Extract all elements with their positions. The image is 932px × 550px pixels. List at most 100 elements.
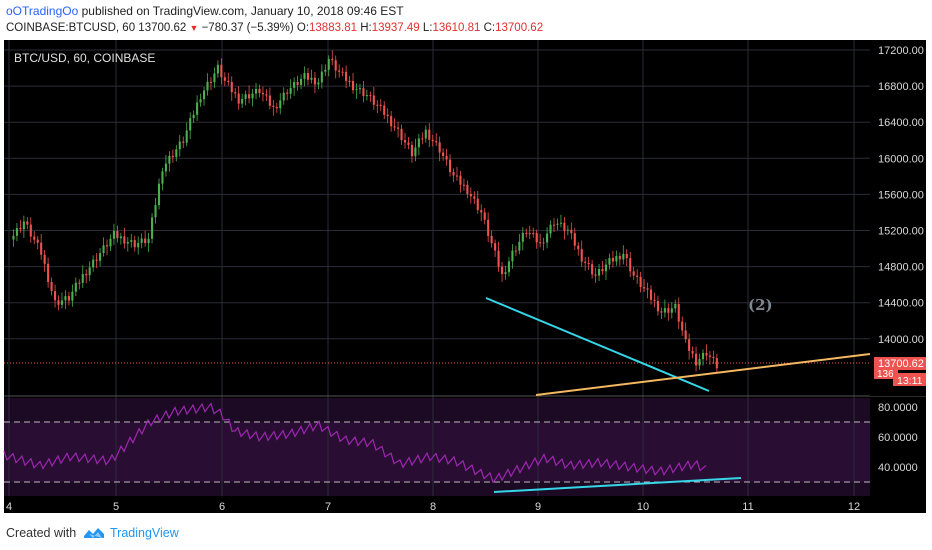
candle-body: [518, 241, 521, 251]
candle-body: [390, 116, 393, 127]
candle-body: [414, 147, 417, 157]
last-price: 13700.62: [138, 22, 187, 34]
candle-body: [698, 359, 701, 366]
time-tick-label: 12: [848, 501, 860, 513]
candle-body: [47, 263, 50, 282]
candle-body: [334, 60, 337, 71]
candle-body: [431, 139, 434, 142]
candle-body: [559, 222, 562, 224]
candle-body: [622, 253, 625, 260]
rsi-axis-labels: 80.0000 60.0000 40.0000: [878, 402, 918, 474]
high-label: H:: [360, 22, 372, 34]
candle-body: [26, 221, 29, 225]
tradingview-brand-link[interactable]: TradingView: [110, 526, 179, 540]
candle-body: [223, 77, 226, 81]
candle-body: [362, 88, 365, 97]
candle-body: [300, 78, 303, 85]
candle-body: [587, 262, 590, 265]
tradingview-logo-icon[interactable]: [82, 526, 106, 540]
time-tick-label: 8: [430, 501, 436, 513]
candle-body: [618, 255, 621, 260]
candle-body: [258, 88, 261, 94]
candle-body: [50, 281, 53, 292]
candle-body: [649, 289, 653, 300]
price-tick-label: 15600.00: [878, 189, 924, 201]
candle-body: [421, 138, 424, 140]
candle-body: [29, 224, 32, 237]
candle-body: [355, 89, 358, 91]
close-label: C:: [483, 22, 496, 34]
candle-body: [351, 81, 355, 91]
candle-body: [701, 352, 705, 360]
open-value: 13883.81: [309, 22, 357, 34]
price-tick-label: 14000.00: [878, 334, 924, 346]
candle-body: [279, 100, 282, 109]
candle-body: [449, 159, 452, 173]
candle-body: [653, 299, 656, 302]
candle-body: [22, 221, 25, 230]
trendline-support-orange[interactable]: [535, 353, 871, 396]
candle-body: [227, 80, 230, 83]
candle-body: [112, 230, 115, 239]
candle-body: [466, 184, 469, 194]
candle-body: [144, 238, 147, 244]
candle-body: [248, 94, 251, 99]
candle-body: [376, 104, 379, 106]
publish-line: oOTradingOo published on TradingView.com…: [6, 4, 404, 18]
wave-label[interactable]: (2): [748, 296, 773, 314]
candle-body: [407, 142, 410, 145]
time-tick-label: 9: [535, 501, 541, 513]
candle-body: [715, 358, 718, 369]
candle-body: [171, 155, 174, 158]
candle-body: [428, 129, 431, 140]
chart-header: oOTradingOo published on TradingView.com…: [0, 0, 932, 40]
candle-body: [293, 81, 296, 88]
price-scale[interactable]: [870, 40, 926, 396]
candle-body: [313, 77, 316, 85]
rsi-tick-label: 40.0000: [878, 462, 918, 474]
candle-body: [331, 59, 334, 61]
publish-info: published on TradingView.com, January 10…: [81, 4, 404, 18]
candle-body: [244, 94, 247, 99]
candle-body: [234, 92, 237, 94]
candle-body: [445, 156, 448, 160]
candle-body: [459, 175, 462, 185]
candle-body: [230, 82, 233, 93]
footer: Created with TradingView: [0, 518, 932, 550]
candle-body: [379, 105, 382, 107]
chart-canvas[interactable]: (2) BTC/USD, 60, COINBASE 17200.00 16800.…: [0, 0, 932, 518]
rsi-scale[interactable]: [870, 398, 926, 496]
trendline-price-cyan[interactable]: [485, 297, 710, 392]
candle-body: [60, 300, 64, 305]
candle-body: [282, 92, 285, 101]
candle-body: [532, 233, 535, 235]
candle-body: [78, 282, 81, 284]
candle-body: [99, 253, 102, 261]
trendline-rsi-cyan[interactable]: [493, 477, 742, 493]
time-scale[interactable]: [4, 496, 926, 513]
candle-body: [358, 88, 362, 90]
candle-body: [643, 287, 646, 289]
price-tick-label: 17200.00: [878, 45, 924, 57]
symbol-interval[interactable]: COINBASE:BTCUSD, 60: [6, 22, 136, 34]
hidden-price-tag: [874, 368, 898, 379]
candle-body: [473, 196, 476, 199]
candle-body: [365, 95, 368, 97]
candle-body: [442, 152, 445, 157]
candle-body: [338, 70, 341, 72]
time-tick-label: 11: [742, 501, 753, 513]
price-tick-label: 16000.00: [878, 153, 924, 165]
rsi-tick-label: 80.0000: [878, 402, 918, 414]
time-tick-label: 4: [6, 501, 12, 513]
candle-body: [494, 243, 497, 251]
candle-body: [497, 250, 500, 267]
candle-body: [570, 229, 573, 234]
author-link[interactable]: oOTradingOo: [6, 4, 79, 18]
candle-body: [81, 274, 84, 283]
candle-body: [268, 95, 271, 106]
last-price-tag: [874, 357, 926, 370]
candle-body: [681, 321, 684, 331]
candle-body: [670, 308, 673, 313]
time-tick-label: 7: [325, 501, 331, 513]
candle-body: [469, 193, 472, 197]
